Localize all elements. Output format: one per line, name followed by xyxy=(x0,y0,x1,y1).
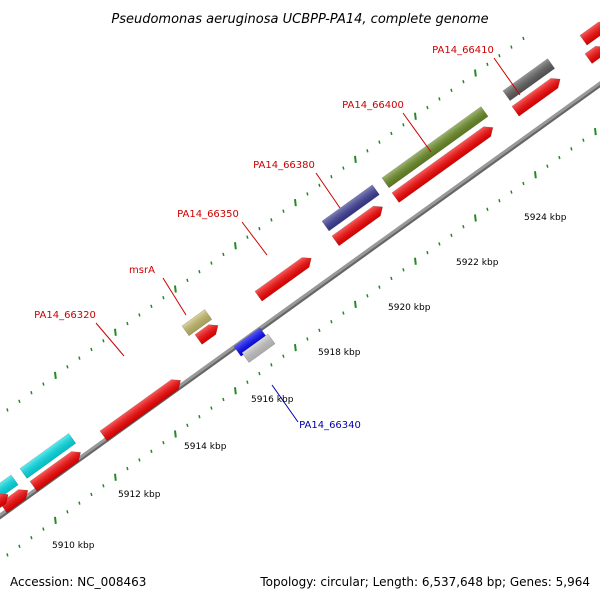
gene-feature-10[interactable] xyxy=(99,375,184,442)
gene-label-3[interactable]: PA14_66380 xyxy=(253,160,315,171)
leader-line-0 xyxy=(95,322,125,357)
gene-feature-0[interactable] xyxy=(0,474,19,501)
gene-label-6[interactable]: PA14_66340 xyxy=(299,420,361,431)
accession-text: Accession: NC_008463 xyxy=(10,575,146,589)
leader-line-2 xyxy=(241,221,268,256)
gene-label-1[interactable]: msrA xyxy=(129,265,155,276)
gene-feature-7[interactable] xyxy=(502,58,556,101)
lower-tick-row xyxy=(6,127,597,557)
backbone-shadow xyxy=(0,82,600,520)
leader-line-3 xyxy=(315,172,341,209)
scale-label-7: 5924 kbp xyxy=(524,213,567,223)
leader-line-6 xyxy=(271,384,299,423)
gene-label-2[interactable]: PA14_66350 xyxy=(177,209,239,220)
scale-label-4: 5918 kbp xyxy=(318,348,361,358)
scale-labels: 5910 kbp 5912 kbp 5914 kbp 5916 kbp 5918 kbp… xyxy=(52,213,567,551)
scale-label-0: 5910 kbp xyxy=(52,541,95,551)
genome-summary-text: Topology: circular; Length: 6,537,648 bp… xyxy=(259,575,590,589)
gene-label-5[interactable]: PA14_66410 xyxy=(432,45,494,56)
gene-feature-12[interactable] xyxy=(331,202,386,247)
gene-feature-2[interactable] xyxy=(0,485,31,514)
leader-line-5 xyxy=(493,57,521,96)
feature-layer xyxy=(0,18,600,514)
backbone-line xyxy=(0,81,600,517)
backbone-layer xyxy=(0,81,600,520)
leader-line-4 xyxy=(402,112,432,153)
gene-feature-3[interactable] xyxy=(181,309,213,337)
gene-feature-1[interactable] xyxy=(19,433,77,479)
scale-label-3: 5916 kbp xyxy=(251,395,294,405)
gene-feature-15[interactable] xyxy=(0,490,12,511)
gene-labels: PA14_66320 msrA PA14_66350 PA14_66380 PA14_6… xyxy=(34,45,494,431)
scale-label-6: 5922 kbp xyxy=(456,258,499,268)
gene-feature-4[interactable] xyxy=(194,321,221,345)
gene-feature-14[interactable] xyxy=(511,74,564,117)
label-leaders xyxy=(95,57,521,423)
scale-label-5: 5920 kbp xyxy=(388,303,431,313)
gene-feature-11[interactable] xyxy=(254,253,315,302)
gene-feature-13[interactable] xyxy=(391,123,496,203)
gene-label-4[interactable]: PA14_66400 xyxy=(342,100,404,111)
scale-label-2: 5914 kbp xyxy=(184,442,227,452)
gene-feature-6[interactable] xyxy=(381,106,489,189)
gene-feature-8[interactable] xyxy=(579,18,600,46)
gene-feature-5[interactable] xyxy=(321,184,380,232)
upper-tick-row xyxy=(6,36,525,412)
map-title: Pseudomonas aeruginosa UCBPP-PA14, compl… xyxy=(111,12,488,27)
scale-label-1: 5912 kbp xyxy=(118,490,161,500)
leader-line-1 xyxy=(162,277,187,316)
gene-label-0[interactable]: PA14_66320 xyxy=(34,310,96,321)
tick-marks xyxy=(6,36,597,557)
gene-feature-18[interactable] xyxy=(241,333,276,363)
gene-feature-9[interactable] xyxy=(29,448,84,492)
